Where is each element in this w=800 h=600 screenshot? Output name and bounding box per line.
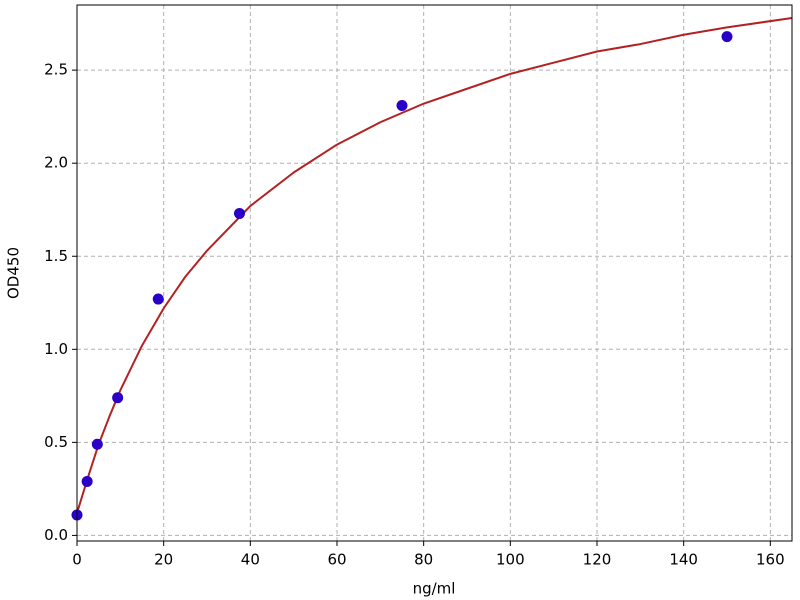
x-tick-label: 140 (669, 551, 698, 569)
plot-frame (76, 4, 793, 542)
y-axis-label: OD450 (5, 247, 23, 299)
data-point (721, 31, 733, 43)
data-point (234, 207, 245, 219)
data-point (396, 100, 408, 111)
x-axis-label: ng/ml (413, 580, 456, 598)
y-tick-label: 2.0 (44, 154, 68, 172)
x-tick-label: 20 (154, 551, 173, 569)
x-tick-label: 100 (496, 551, 525, 569)
x-tick-label: 160 (756, 551, 785, 569)
data-point (152, 293, 164, 305)
data-point (112, 392, 124, 404)
data-point (81, 475, 93, 487)
y-tick-label: 1.0 (44, 340, 68, 358)
x-tick-label: 80 (414, 551, 433, 569)
x-tick-label: 120 (583, 551, 612, 569)
y-tick-label: 0.0 (44, 526, 68, 544)
y-tick-label: 0.5 (44, 433, 68, 451)
x-tick-label: 60 (327, 551, 346, 569)
x-tick-label: 40 (241, 551, 260, 569)
data-point (91, 438, 103, 450)
fit-curve (76, 17, 793, 514)
x-tick-label: 0 (72, 551, 82, 569)
y-tick-label: 2.5 (44, 61, 68, 79)
y-tick-label: 1.5 (44, 247, 68, 265)
